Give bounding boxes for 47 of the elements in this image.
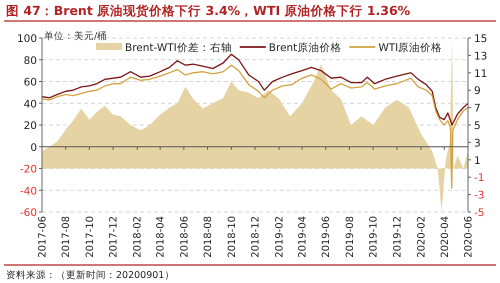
y2-tick-label: 7 bbox=[474, 102, 481, 115]
x-tick-label: 2017-08 bbox=[61, 216, 72, 258]
y2-tick-label: -5 bbox=[474, 207, 484, 219]
text: 资料来源：（更新时间：20200901） bbox=[6, 269, 174, 281]
line-series bbox=[41, 64, 469, 189]
y-tick-label: 100 bbox=[16, 33, 37, 45]
x-tick-label: 2019-06 bbox=[321, 216, 332, 258]
x-tick-label: 2017-10 bbox=[84, 216, 96, 258]
x-tick-label: 2018-06 bbox=[179, 216, 190, 258]
y-tick-label: -40 bbox=[20, 185, 37, 198]
x-tick-label: 2019-10 bbox=[368, 216, 380, 258]
y2-tick-label: 13 bbox=[474, 50, 488, 62]
legend-label: Brent原油价格 bbox=[268, 41, 342, 54]
y-tick-label: -60 bbox=[20, 207, 37, 219]
x-tick-label: 2020-02 bbox=[416, 216, 428, 258]
x-tick-label: 2020-04 bbox=[440, 216, 451, 258]
x-tick-label: 2017-12 bbox=[108, 216, 120, 258]
y-tick-label: -20 bbox=[20, 164, 37, 176]
x-tick-label: 2019-12 bbox=[392, 216, 404, 258]
y2-tick-label: 11 bbox=[474, 68, 488, 80]
x-tick-label: 2020-06 bbox=[464, 216, 474, 258]
y-tick-label: 60 bbox=[24, 76, 37, 88]
x-tick-label: 2018-08 bbox=[203, 216, 214, 258]
y-tick-label: 40 bbox=[24, 98, 37, 110]
chart-title: 图 47：Brent 原油现货价格下行 3.4%，WTI 原油价格下行 1.36% bbox=[6, 3, 411, 18]
y2-tick-label: 1 bbox=[474, 154, 481, 167]
y2-tick-label: 9 bbox=[474, 85, 481, 98]
y-tick-label: 0 bbox=[30, 142, 37, 154]
x-tick-label: 2019-04 bbox=[298, 216, 309, 258]
x-tick-label: 2018-12 bbox=[250, 216, 262, 258]
legend-label: WTI原油价格 bbox=[378, 41, 442, 54]
legend-label: Brent-WTI价差：右轴 bbox=[125, 41, 232, 54]
y2-tick-label: -1 bbox=[474, 172, 484, 184]
x-tick-label: 2018-02 bbox=[132, 216, 144, 258]
y2-tick-label: -3 bbox=[474, 190, 484, 202]
line-series bbox=[41, 54, 469, 126]
x-tick-label: 2019-08 bbox=[344, 216, 356, 258]
x-tick-label: 2018-10 bbox=[226, 216, 238, 258]
x-tick-label: 2018-04 bbox=[156, 216, 167, 258]
y-tick-label: 80 bbox=[24, 54, 37, 67]
y2-tick-label: 3 bbox=[474, 137, 481, 150]
x-tick-label: 2017-06 bbox=[38, 216, 48, 258]
y-axis-title: 单位：美元/桶 bbox=[44, 30, 108, 42]
y2-tick-label: 5 bbox=[474, 120, 481, 132]
y2-tick-label: 15 bbox=[474, 33, 488, 45]
x-tick-label: 2019-02 bbox=[274, 216, 286, 258]
y-tick-label: 20 bbox=[24, 120, 37, 132]
